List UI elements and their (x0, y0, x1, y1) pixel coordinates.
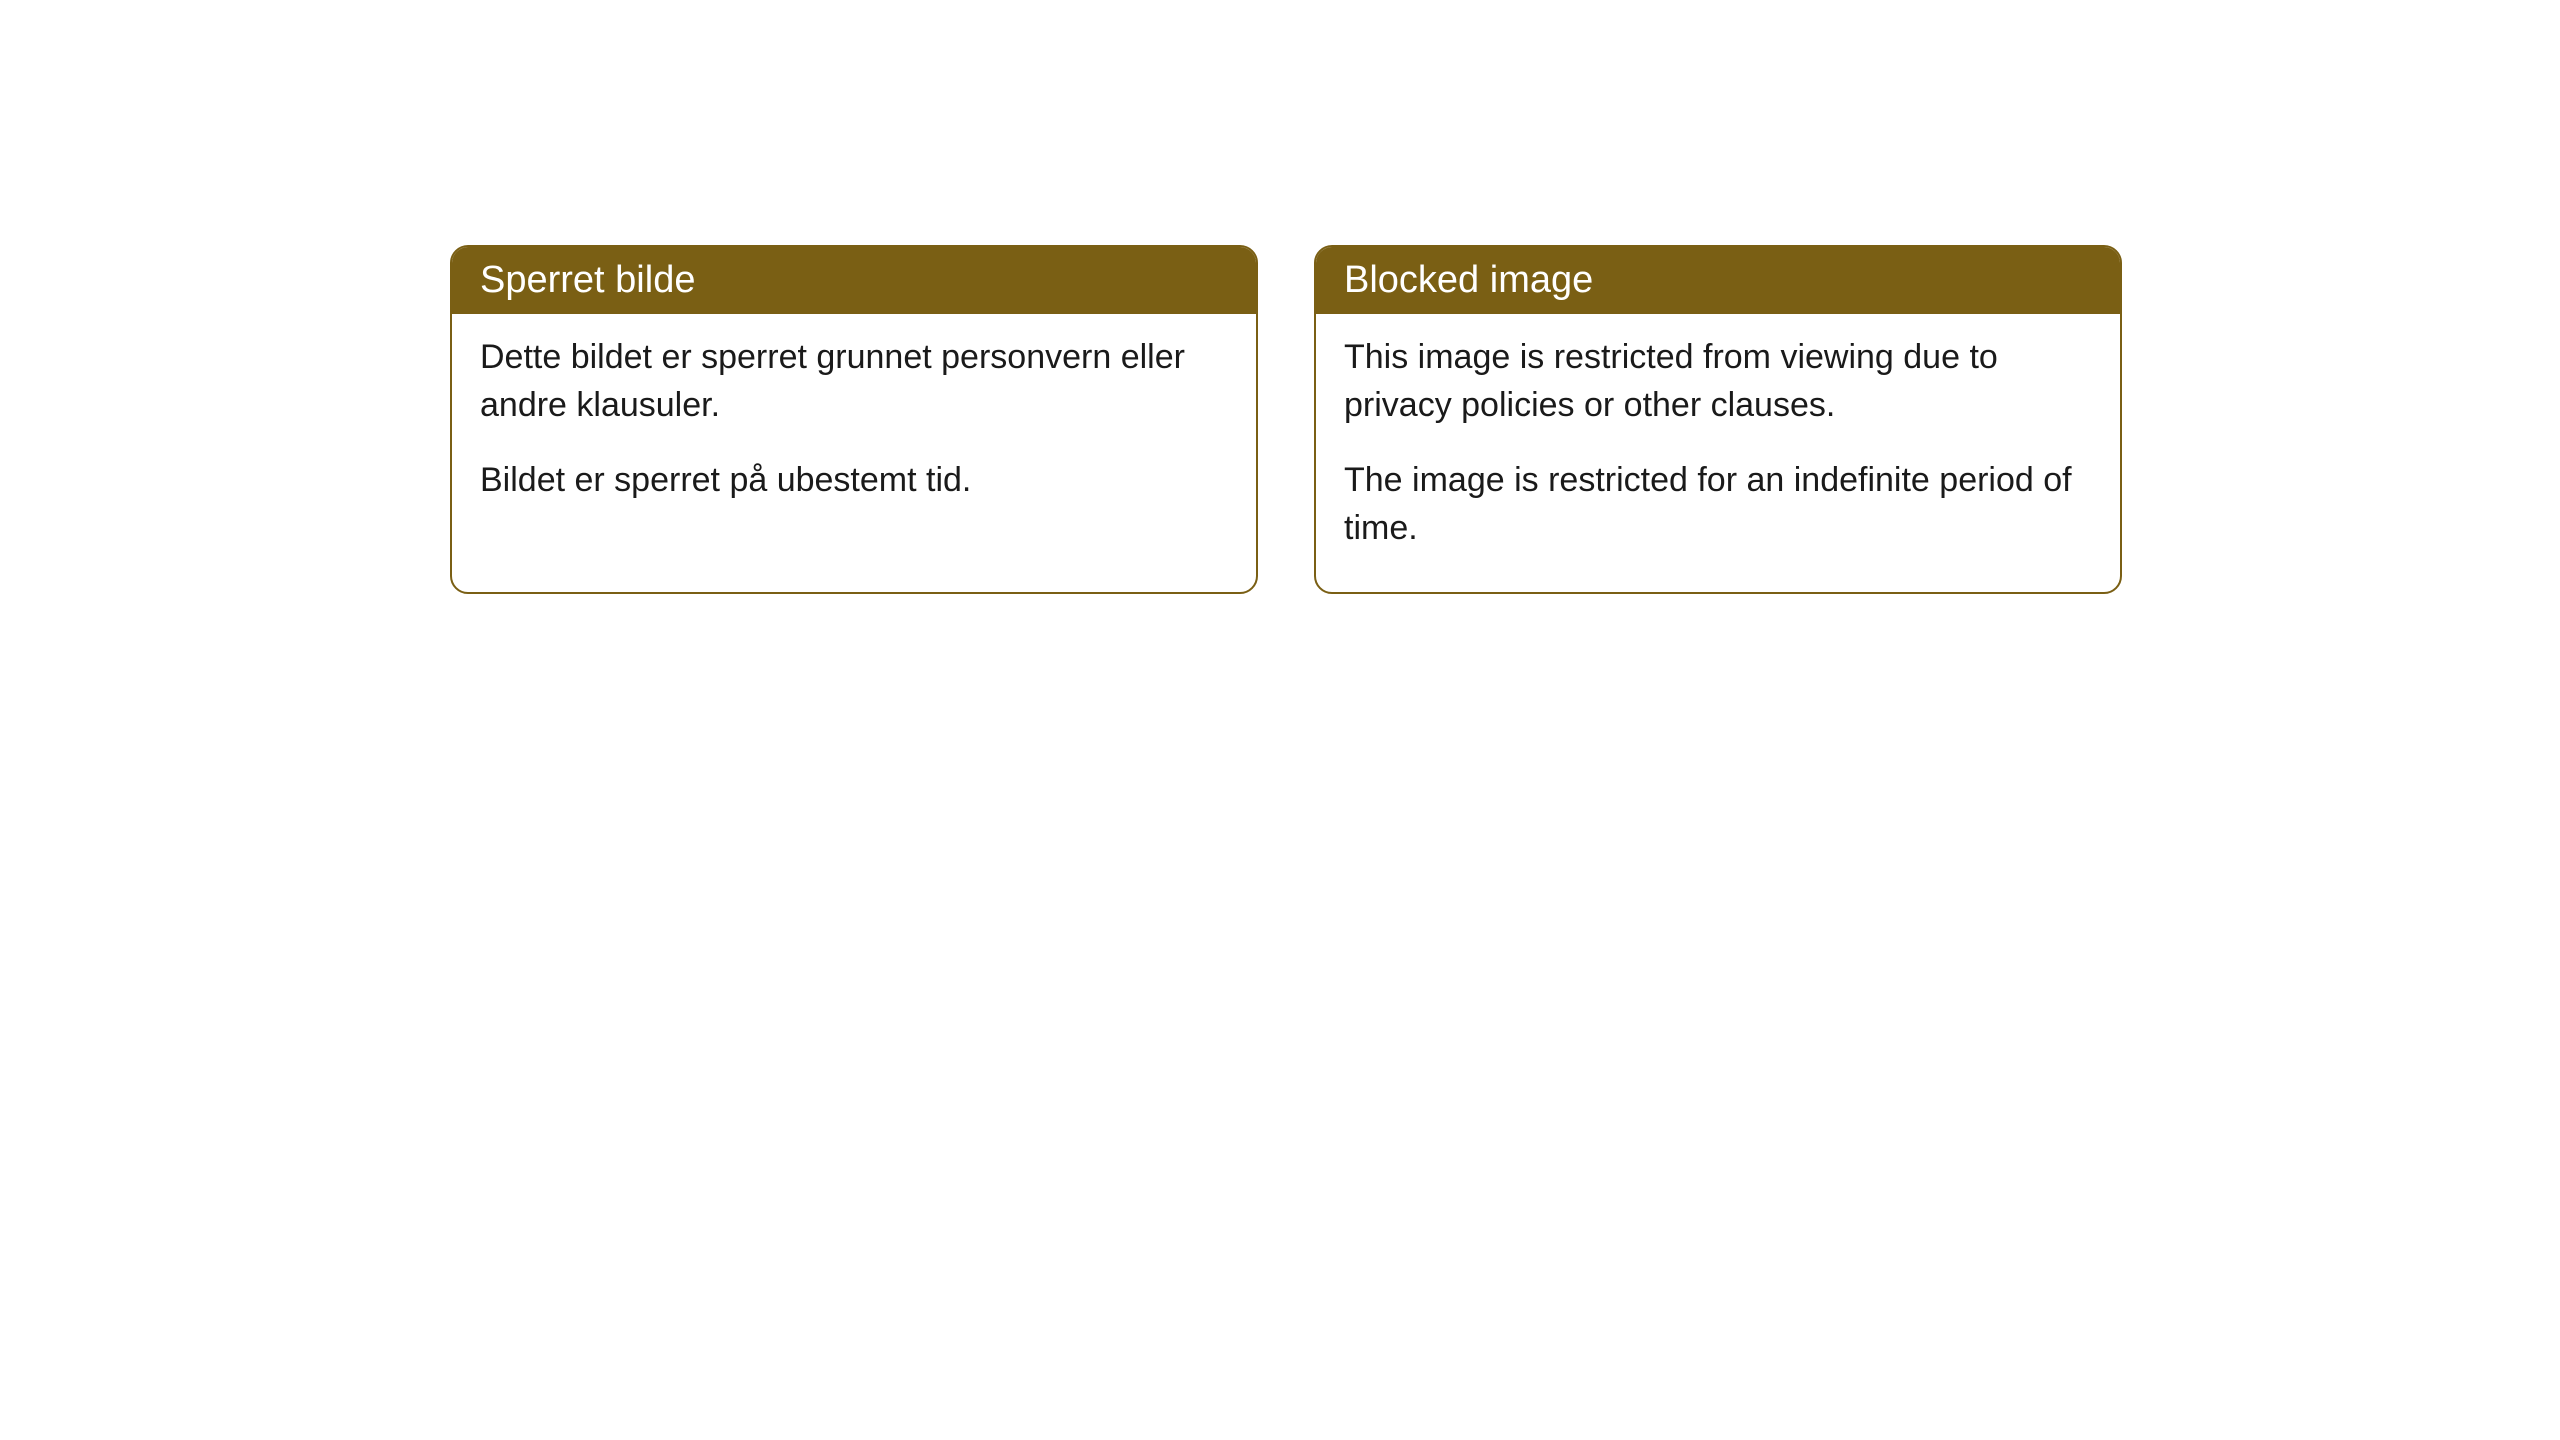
card-english: Blocked image This image is restricted f… (1314, 245, 2122, 594)
card-body-norwegian: Dette bildet er sperret grunnet personve… (452, 314, 1256, 545)
card-norwegian: Sperret bilde Dette bildet er sperret gr… (450, 245, 1258, 594)
card-paragraph: The image is restricted for an indefinit… (1344, 457, 2092, 552)
card-body-english: This image is restricted from viewing du… (1316, 314, 2120, 592)
card-title: Blocked image (1344, 259, 1593, 301)
card-paragraph: This image is restricted from viewing du… (1344, 334, 2092, 429)
card-header-english: Blocked image (1316, 247, 2120, 314)
card-paragraph: Dette bildet er sperret grunnet personve… (480, 334, 1228, 429)
card-title: Sperret bilde (480, 259, 695, 301)
card-header-norwegian: Sperret bilde (452, 247, 1256, 314)
card-paragraph: Bildet er sperret på ubestemt tid. (480, 457, 1228, 505)
cards-container: Sperret bilde Dette bildet er sperret gr… (450, 245, 2122, 594)
